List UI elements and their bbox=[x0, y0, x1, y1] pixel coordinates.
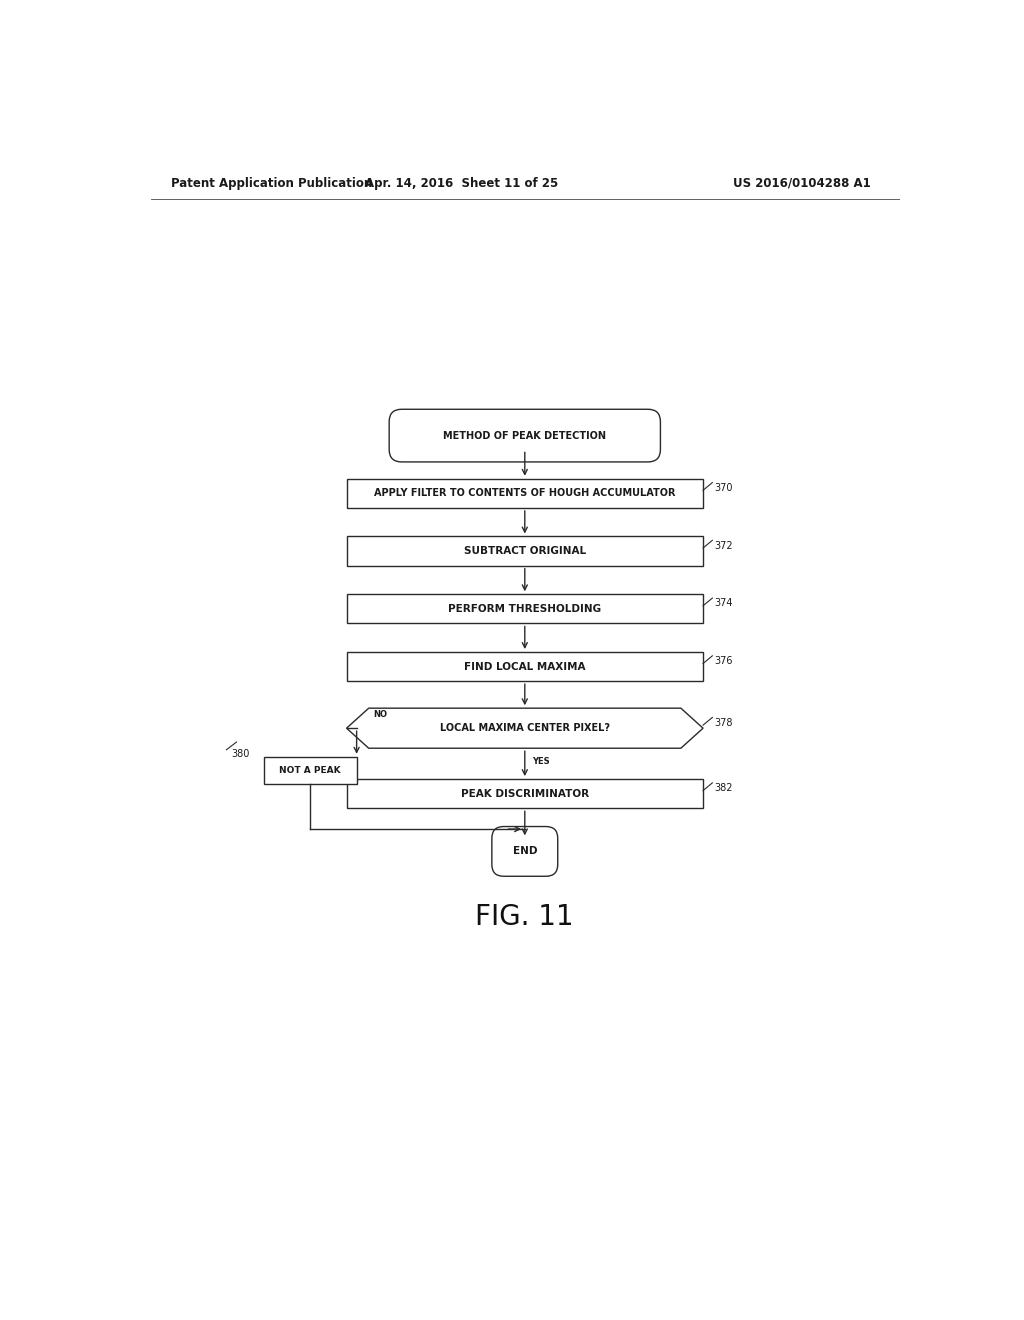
Text: METHOD OF PEAK DETECTION: METHOD OF PEAK DETECTION bbox=[443, 430, 606, 441]
Text: NOT A PEAK: NOT A PEAK bbox=[280, 766, 341, 775]
Text: YES: YES bbox=[532, 756, 550, 766]
Text: PERFORM THRESHOLDING: PERFORM THRESHOLDING bbox=[449, 603, 601, 614]
Bar bbox=[346, 536, 703, 566]
Text: Patent Application Publication: Patent Application Publication bbox=[171, 177, 372, 190]
Text: 370: 370 bbox=[714, 483, 732, 492]
Text: PEAK DISCRIMINATOR: PEAK DISCRIMINATOR bbox=[461, 788, 589, 799]
Text: 372: 372 bbox=[714, 541, 732, 550]
Text: SUBTRACT ORIGINAL: SUBTRACT ORIGINAL bbox=[464, 546, 586, 556]
Text: 378: 378 bbox=[714, 718, 732, 727]
Text: APPLY FILTER TO CONTENTS OF HOUGH ACCUMULATOR: APPLY FILTER TO CONTENTS OF HOUGH ACCUMU… bbox=[374, 488, 676, 499]
Bar bbox=[346, 779, 703, 808]
Text: END: END bbox=[513, 846, 537, 857]
Text: 374: 374 bbox=[714, 598, 732, 609]
Text: Apr. 14, 2016  Sheet 11 of 25: Apr. 14, 2016 Sheet 11 of 25 bbox=[365, 177, 558, 190]
FancyBboxPatch shape bbox=[492, 826, 558, 876]
Text: 376: 376 bbox=[714, 656, 732, 667]
Text: NO: NO bbox=[374, 710, 388, 719]
Bar bbox=[346, 479, 703, 508]
Text: 380: 380 bbox=[231, 748, 250, 759]
Text: US 2016/0104288 A1: US 2016/0104288 A1 bbox=[733, 177, 871, 190]
Polygon shape bbox=[346, 708, 703, 748]
Bar bbox=[346, 594, 703, 623]
Bar bbox=[263, 756, 356, 784]
Text: FIND LOCAL MAXIMA: FIND LOCAL MAXIMA bbox=[464, 661, 586, 672]
Bar bbox=[346, 652, 703, 681]
Text: LOCAL MAXIMA CENTER PIXEL?: LOCAL MAXIMA CENTER PIXEL? bbox=[439, 723, 610, 733]
FancyBboxPatch shape bbox=[389, 409, 660, 462]
Text: FIG. 11: FIG. 11 bbox=[475, 903, 574, 931]
Text: 382: 382 bbox=[714, 783, 732, 793]
